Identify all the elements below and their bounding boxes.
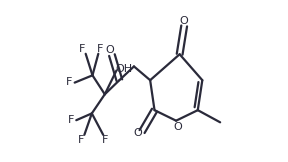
Text: F: F bbox=[97, 44, 103, 54]
Text: OH: OH bbox=[115, 64, 132, 74]
Text: F: F bbox=[68, 115, 74, 125]
Text: O: O bbox=[105, 45, 114, 55]
Text: O: O bbox=[173, 122, 182, 133]
Text: F: F bbox=[78, 135, 84, 145]
Text: F: F bbox=[102, 135, 108, 145]
Text: F: F bbox=[79, 44, 85, 54]
Text: O: O bbox=[133, 128, 142, 139]
Text: O: O bbox=[180, 16, 189, 26]
Text: F: F bbox=[66, 77, 73, 87]
